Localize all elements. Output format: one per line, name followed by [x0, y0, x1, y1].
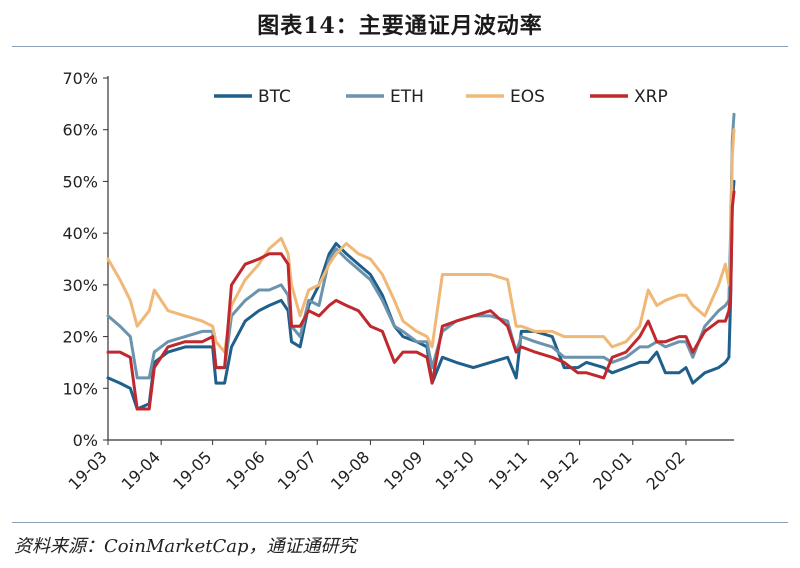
legend-label-btc: BTC — [258, 87, 291, 107]
x-tick-label: 19-12 — [536, 447, 582, 493]
chart-axes: 0%10%20%30%40%50%60%70%19-03 19-04 19-05 19… — [62, 69, 734, 494]
series-layer — [106, 112, 736, 411]
x-tick-label: 19-08 — [327, 447, 373, 493]
series-line-eos — [106, 128, 736, 354]
y-tick-label: 70% — [62, 69, 98, 88]
x-tick-label: 19-11 — [485, 447, 531, 493]
series-line-xrp — [106, 190, 736, 411]
chart-legend: BTC ETH EOS XRP — [214, 87, 668, 107]
source-note: 资料来源：CoinMarketCap，通证通研究 — [14, 536, 357, 557]
y-tick-label: 50% — [62, 172, 98, 191]
x-tick-label: 19-09 — [380, 447, 426, 493]
y-tick-label: 60% — [62, 121, 98, 140]
x-tick-label: 19-10 — [432, 447, 478, 493]
series-line-btc — [106, 179, 736, 411]
top-rule — [12, 46, 788, 47]
y-tick-label: 40% — [62, 224, 98, 243]
x-tick-label: 19-04 — [118, 447, 164, 493]
x-tick-label: 19-03 — [65, 447, 111, 493]
y-tick-label: 10% — [62, 379, 98, 398]
y-tick-label: 0% — [73, 431, 98, 450]
x-tick-label: 19-07 — [274, 447, 320, 493]
x-tick-label: 19-05 — [169, 447, 215, 493]
x-tick-label: 19-06 — [222, 447, 268, 493]
y-tick-label: 30% — [62, 276, 98, 295]
x-tick-label: 20-02 — [642, 447, 688, 493]
legend-label-eos: EOS — [510, 87, 545, 107]
chart-title: 图表14：主要通证月波动率 — [257, 13, 543, 39]
y-tick-label: 20% — [62, 328, 98, 347]
x-tick-label: 20-01 — [589, 447, 635, 493]
bottom-rule — [12, 522, 788, 523]
legend-label-xrp: XRP — [634, 87, 668, 107]
legend-label-eth: ETH — [390, 87, 424, 107]
